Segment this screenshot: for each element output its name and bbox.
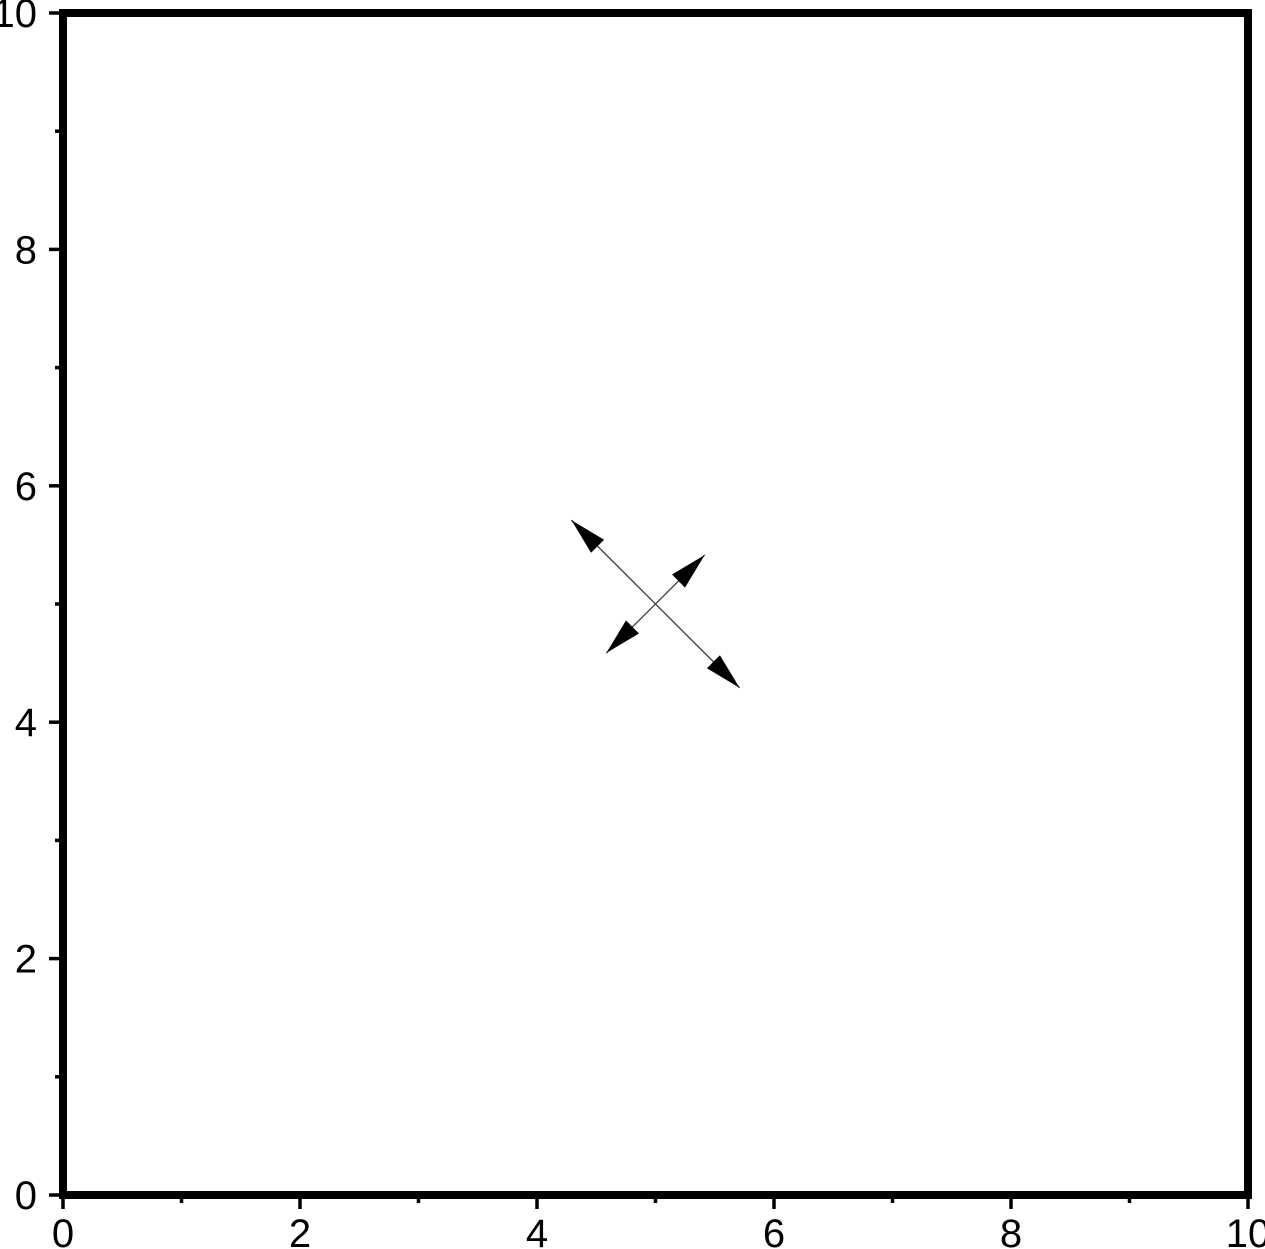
- svg-text:8: 8: [15, 228, 37, 272]
- svg-text:10: 10: [0, 0, 37, 36]
- svg-text:6: 6: [15, 465, 37, 509]
- svg-text:8: 8: [1000, 1212, 1022, 1249]
- svg-text:4: 4: [15, 701, 37, 745]
- svg-text:2: 2: [15, 938, 37, 982]
- svg-text:10: 10: [1226, 1212, 1265, 1249]
- svg-text:0: 0: [52, 1212, 74, 1249]
- svg-text:4: 4: [526, 1212, 548, 1249]
- svg-text:0: 0: [15, 1174, 37, 1218]
- svg-text:2: 2: [289, 1212, 311, 1249]
- svg-text:6: 6: [763, 1212, 785, 1249]
